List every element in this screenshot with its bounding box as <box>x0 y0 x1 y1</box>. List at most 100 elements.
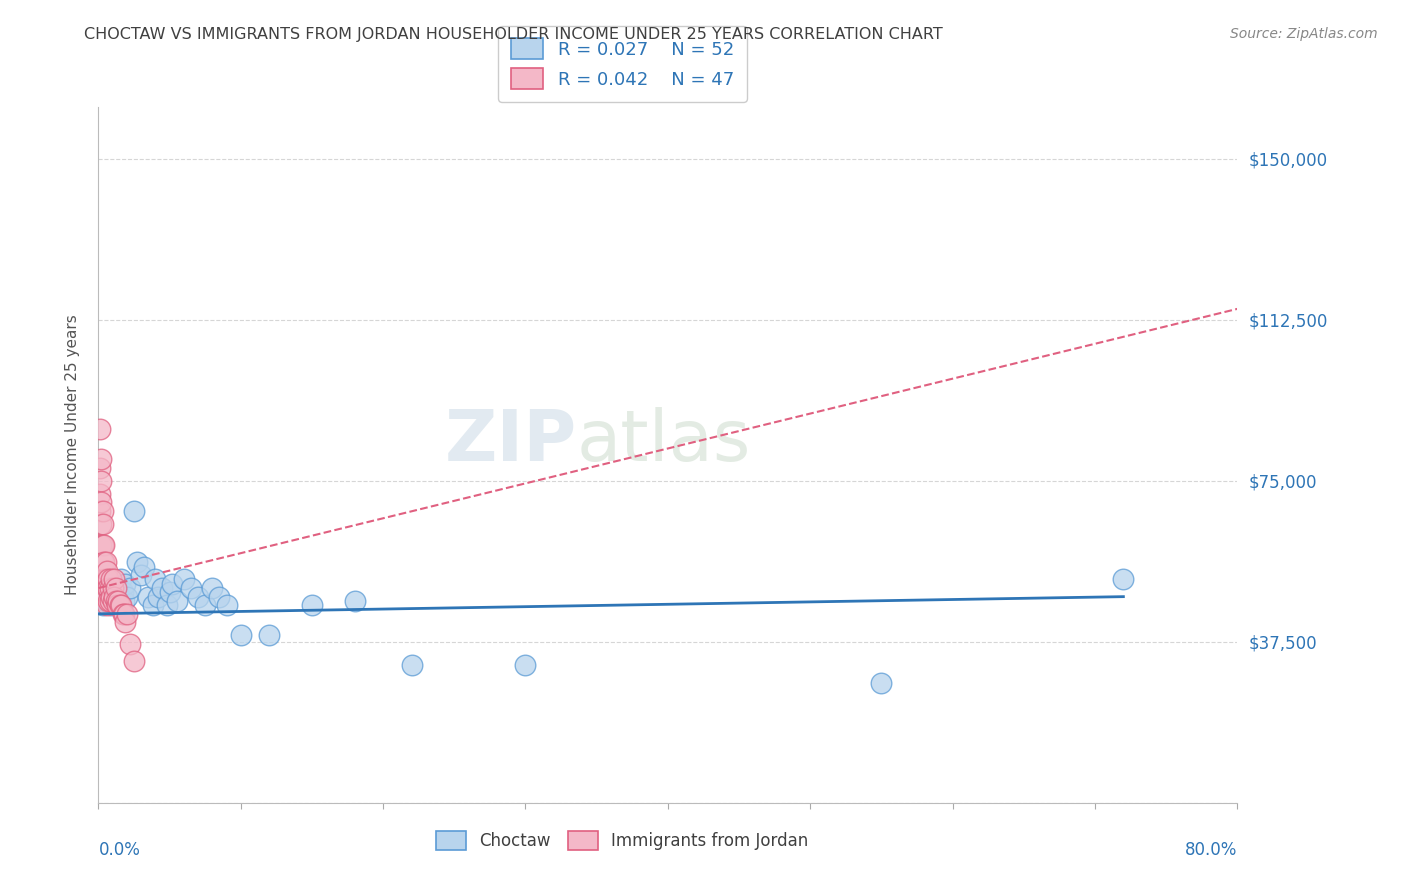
Point <box>111 585 134 599</box>
Point <box>259 628 281 642</box>
Point <box>122 654 145 668</box>
Point <box>100 573 122 587</box>
Point <box>93 573 115 587</box>
Point <box>91 599 114 613</box>
Point <box>162 576 184 591</box>
Point <box>104 581 127 595</box>
Point <box>103 576 125 591</box>
Point <box>515 658 537 673</box>
Point <box>118 581 141 595</box>
Point <box>94 576 117 591</box>
Point <box>98 590 121 604</box>
Point <box>94 573 117 587</box>
Point <box>110 599 132 613</box>
Point <box>111 607 134 621</box>
Point <box>159 585 181 599</box>
Point <box>104 594 127 608</box>
Point <box>101 585 124 599</box>
Point <box>89 581 111 595</box>
Point <box>870 675 893 690</box>
Point <box>93 538 115 552</box>
Point <box>145 573 167 587</box>
Point <box>93 590 115 604</box>
Point <box>141 599 163 613</box>
Point <box>301 599 323 613</box>
Y-axis label: Householder Income Under 25 years: Householder Income Under 25 years <box>65 315 80 595</box>
Point <box>91 516 114 531</box>
Point <box>96 568 118 582</box>
Point <box>105 581 128 595</box>
Text: ZIP: ZIP <box>444 407 576 475</box>
Point <box>114 576 136 591</box>
Legend: Choctaw, Immigrants from Jordan: Choctaw, Immigrants from Jordan <box>430 824 815 857</box>
Point <box>98 594 121 608</box>
Point <box>110 573 132 587</box>
Point <box>98 581 121 595</box>
Point <box>125 555 148 569</box>
Point <box>97 581 120 595</box>
Point <box>104 594 127 608</box>
Point <box>90 538 112 552</box>
Point <box>89 486 111 500</box>
Point <box>91 538 114 552</box>
Point <box>201 581 224 595</box>
Point <box>1112 573 1135 587</box>
Point <box>401 658 423 673</box>
Text: CHOCTAW VS IMMIGRANTS FROM JORDAN HOUSEHOLDER INCOME UNDER 25 YEARS CORRELATION : CHOCTAW VS IMMIGRANTS FROM JORDAN HOUSEH… <box>84 27 943 42</box>
Point <box>101 594 124 608</box>
Point <box>94 594 117 608</box>
Point <box>343 594 366 608</box>
Text: 0.0%: 0.0% <box>98 841 141 859</box>
Point <box>97 581 120 595</box>
Point <box>173 573 195 587</box>
Text: 80.0%: 80.0% <box>1185 841 1237 859</box>
Point <box>90 495 112 509</box>
Point <box>107 599 129 613</box>
Point <box>187 590 209 604</box>
Point <box>97 594 120 608</box>
Point <box>229 628 252 642</box>
Point <box>107 594 129 608</box>
Point <box>136 590 159 604</box>
Point <box>96 599 118 613</box>
Point <box>100 599 122 613</box>
Point <box>215 599 238 613</box>
Point <box>152 581 174 595</box>
Point <box>194 599 217 613</box>
Point <box>103 573 125 587</box>
Point <box>90 474 112 488</box>
Point <box>112 607 135 621</box>
Point <box>115 607 138 621</box>
Point <box>93 585 115 599</box>
Point <box>180 581 202 595</box>
Point <box>156 599 179 613</box>
Point <box>96 581 118 595</box>
Point <box>108 590 131 604</box>
Point <box>89 422 111 436</box>
Point <box>112 594 135 608</box>
Point <box>148 590 170 604</box>
Point <box>96 564 118 578</box>
Point <box>90 516 112 531</box>
Point <box>91 555 114 569</box>
Point <box>90 452 112 467</box>
Point <box>94 555 117 569</box>
Point <box>97 573 120 587</box>
Point <box>166 594 188 608</box>
Point <box>122 504 145 518</box>
Point <box>91 573 114 587</box>
Point <box>115 590 138 604</box>
Text: Source: ZipAtlas.com: Source: ZipAtlas.com <box>1230 27 1378 41</box>
Point <box>90 573 112 587</box>
Point <box>118 637 141 651</box>
Point <box>91 564 114 578</box>
Point <box>93 555 115 569</box>
Text: atlas: atlas <box>576 407 751 475</box>
Point <box>89 504 111 518</box>
Point <box>129 568 152 582</box>
Point <box>101 581 124 595</box>
Point <box>114 615 136 630</box>
Point <box>89 460 111 475</box>
Point <box>90 590 112 604</box>
Point <box>108 599 131 613</box>
